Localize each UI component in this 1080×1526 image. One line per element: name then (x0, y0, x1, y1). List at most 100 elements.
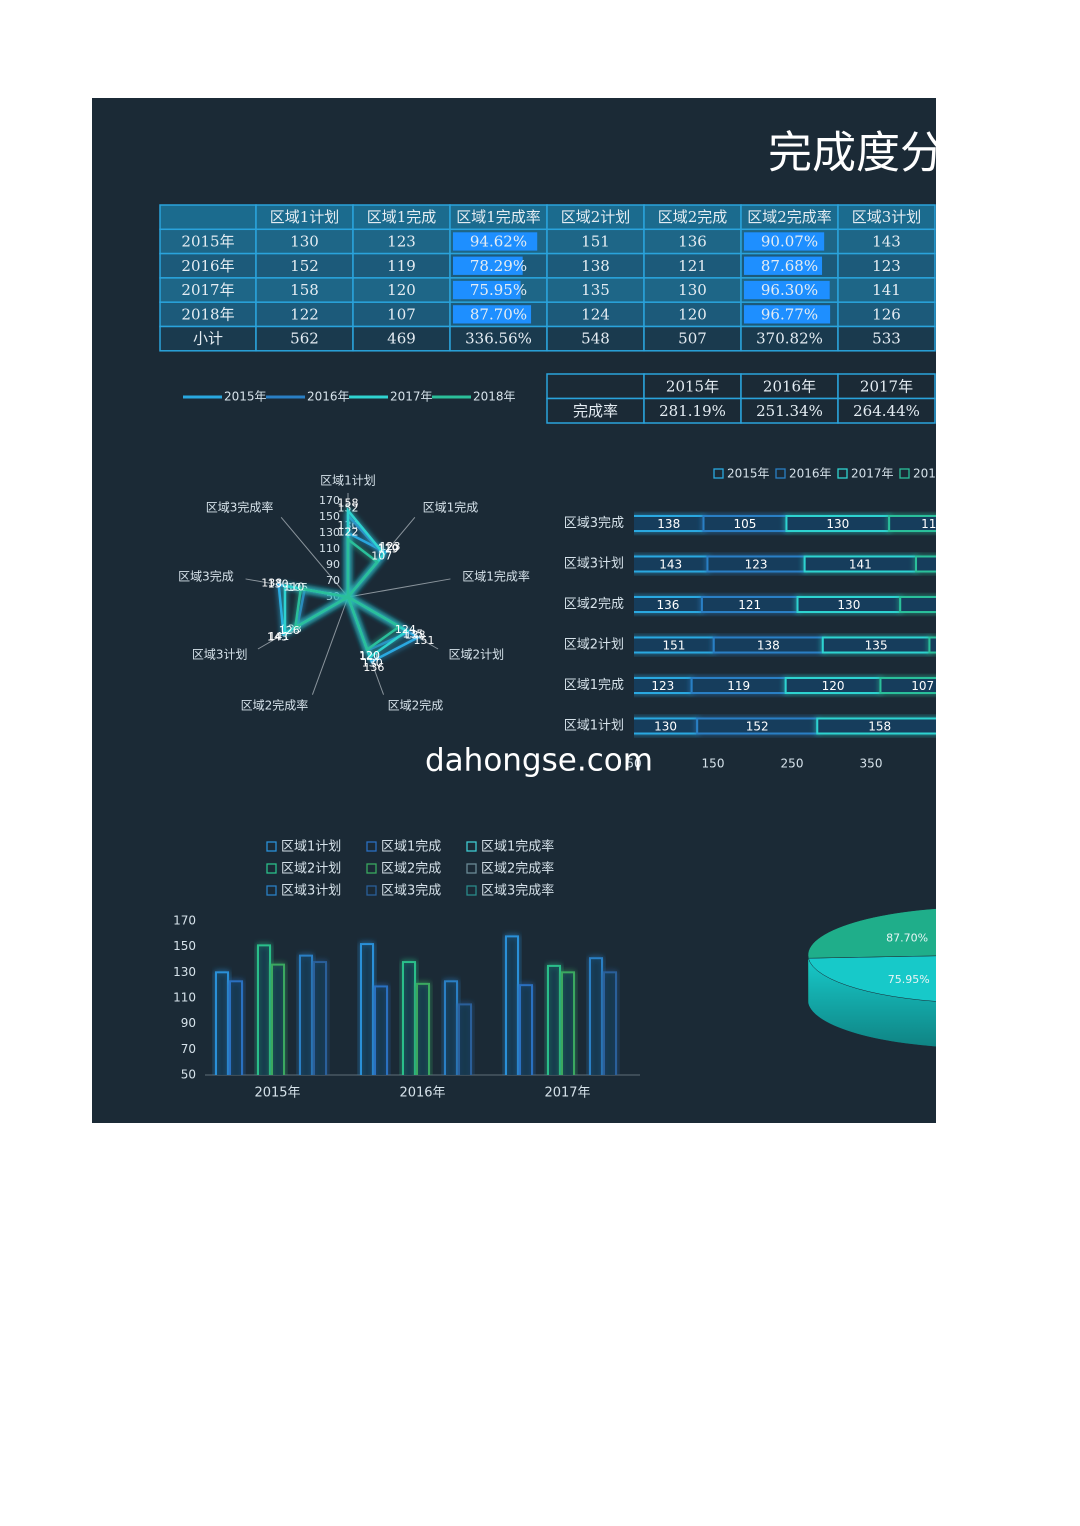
x-tick-label: 2015年 (254, 1086, 300, 1101)
table-value: 75.95% (470, 281, 527, 299)
legend-label: 区域3完成率 (481, 883, 554, 899)
legend-label: 区域2完成 (381, 862, 441, 877)
bar (328, 1138, 340, 1139)
table-value: 562 (290, 330, 319, 348)
table-value: 122 (290, 305, 319, 323)
data-label: 120 (359, 649, 380, 662)
table-value: 124 (581, 305, 610, 323)
table-value: 94.62% (470, 232, 527, 250)
legend-label: 2016年 (307, 390, 350, 404)
data-label: 75.95% (888, 973, 930, 986)
table-cell (546, 228, 645, 255)
bar (458, 1003, 472, 1075)
table-cell (159, 228, 257, 255)
data-label: 151 (662, 639, 685, 653)
pie-slice (807, 908, 936, 959)
bar (589, 957, 603, 1075)
row-header: 2016年 (181, 257, 234, 275)
data-label: 124 (967, 639, 990, 653)
data-label: 152 (338, 501, 359, 514)
bar (389, 1138, 401, 1139)
table-value: 264.44% (853, 402, 920, 420)
data-bar (744, 256, 823, 275)
x-tick-label: 150 (702, 757, 725, 771)
y-tick-label: 区域3完成 (564, 516, 624, 531)
page-title: 完成度分 (768, 128, 944, 179)
data-label: 136 (657, 598, 680, 612)
column-header: 2016年 (763, 377, 816, 395)
table-cell (740, 397, 839, 424)
y-tick-label: 区域1完成 (564, 678, 624, 693)
table-value: 126 (872, 305, 901, 323)
table-cell (643, 277, 742, 303)
bar (299, 954, 313, 1075)
x-tick-label: 450 (939, 757, 962, 771)
data-label: 120 (378, 542, 399, 555)
table-cell (546, 373, 645, 400)
bar (505, 935, 519, 1075)
table-cell (837, 325, 936, 352)
table-value: 548 (581, 330, 610, 348)
bar (431, 1138, 443, 1139)
bar-segment (899, 596, 936, 613)
table-cell (837, 301, 936, 328)
table-value: 123 (387, 232, 416, 250)
legend-label: 区域3计划 (281, 884, 341, 899)
table-value: 370.82% (756, 330, 823, 348)
radial-tick-label: 70 (326, 574, 340, 587)
bar (244, 1138, 256, 1139)
table-value: 123 (872, 257, 901, 275)
radar-axis (280, 517, 349, 598)
table-value: 87.70% (470, 305, 527, 323)
data-label: 94.62% (1036, 933, 1078, 946)
table-value: 141 (872, 281, 901, 299)
axis-label: 区域2计划 (448, 648, 504, 662)
column-header: 2015年 (666, 377, 719, 395)
table-value: 107 (387, 305, 416, 323)
data-label: 130 (268, 578, 289, 591)
table-cell (159, 277, 257, 303)
data-label: 119 (727, 679, 750, 693)
table-cell (449, 204, 548, 231)
axis-label: 区域3计划 (192, 648, 248, 662)
bar (561, 971, 575, 1075)
data-label: 105 (734, 517, 757, 531)
table-value: 251.34% (756, 402, 823, 420)
table-cell (159, 325, 257, 352)
data-label: 107 (371, 550, 392, 563)
legend-label: 区域2计划 (281, 862, 341, 877)
data-label: 122 (979, 720, 1002, 734)
axis-label: 区域1完成 (423, 500, 479, 515)
radar-chart: 2015年 2016年 2017年 2018年区域1计划区域1完成区域1完成率区域2计… (178, 390, 530, 713)
table-cell (837, 397, 936, 424)
y-tick-label: 70 (181, 1042, 196, 1056)
table-value: 507 (678, 330, 707, 348)
bar (603, 971, 617, 1075)
watermark: dahongse.com (425, 743, 653, 779)
data-table: 区域1计划 区域1完成 区域1完成率 区域2计划 区域2完成 区域2完成率 区域3计划 201… (159, 204, 936, 352)
table-cell (837, 252, 936, 279)
radial-tick-label: 110 (319, 542, 340, 555)
bar (416, 982, 430, 1075)
legend-label: 2016年 (789, 467, 832, 481)
bar-segment (942, 719, 1038, 734)
pie-slice (980, 907, 1080, 964)
data-label: 151 (414, 634, 435, 647)
data-label: 107 (911, 679, 934, 693)
y-tick-label: 170 (173, 914, 196, 928)
table-cell (449, 325, 548, 352)
column-header: 区域1计划 (270, 208, 340, 226)
data-label: 122 (338, 525, 359, 538)
table-value: 143 (872, 232, 901, 250)
data-label: 126 (279, 624, 300, 637)
table-cell (352, 204, 451, 231)
table-value: 336.56% (465, 330, 532, 348)
y-tick-label: 90 (181, 1016, 196, 1030)
legend-label: 2017年 (390, 390, 433, 404)
table-value: 152 (290, 257, 319, 275)
legend-swatch (837, 468, 848, 479)
x-tick-label: 2016年 (399, 1086, 445, 1101)
data-label: 141 (268, 630, 289, 643)
x-tick-label: 350 (860, 757, 883, 771)
